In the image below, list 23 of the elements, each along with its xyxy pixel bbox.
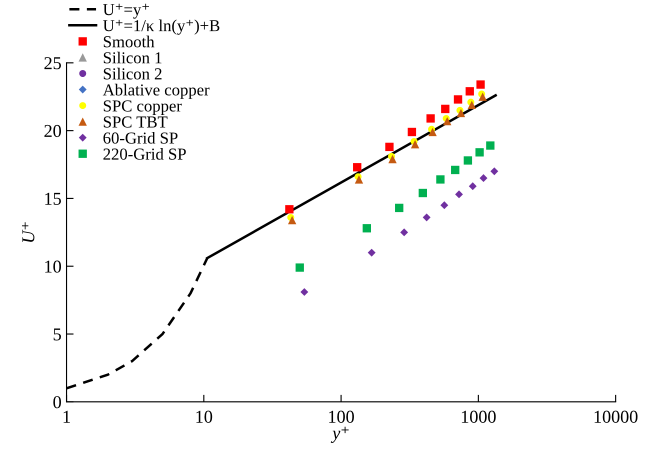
y-tick-label: 15 [45,192,61,205]
legend-label: Ablative copper [102,84,210,99]
legend-label: U⁺=1/κ ln(y⁺)+B [103,20,220,35]
x-axis-title: y⁺ [330,426,349,443]
legend-label: Smooth [104,36,154,48]
y-tick-label: 5 [54,328,61,340]
x-tick-label: 100 [329,410,354,423]
y-axis-title: U⁺ [22,222,34,242]
x-tick-label: 10 [196,410,212,423]
x-tick-label: 10000 [594,410,638,423]
legend-label: 220-Grid SP [103,148,186,160]
legend-label: Silicon 1 [104,52,162,64]
legend-label: Silicon 2 [104,68,162,80]
legend-label: SPC TBT [104,116,168,128]
x-tick-label: 1 [64,410,70,423]
legend-label: 60-Grid SP [103,132,178,144]
y-tick-label: 0 [53,396,61,408]
y-tick-label: 20 [44,124,61,138]
legend-label: SPC copper [104,100,182,115]
y-tick-label: 10 [45,260,61,273]
legend-label: U⁺=y⁺ [103,4,149,19]
y-tick-label: 25 [44,57,61,70]
x-tick-label: 1000 [462,410,496,423]
